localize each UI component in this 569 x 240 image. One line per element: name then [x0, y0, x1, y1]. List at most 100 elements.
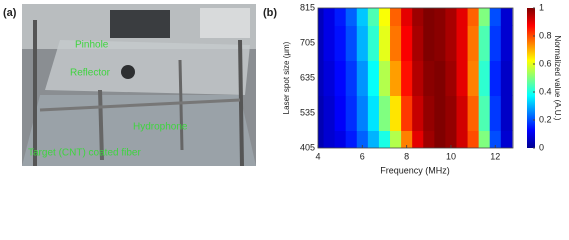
- heat-cell: [390, 8, 402, 26]
- x-tick-label: 12: [490, 151, 500, 161]
- heat-cell: [478, 8, 491, 26]
- heat-cell: [500, 8, 513, 26]
- heat-cell: [500, 130, 513, 148]
- heat-cell: [434, 60, 446, 96]
- heat-cell: [412, 95, 424, 131]
- heat-cell: [434, 95, 446, 131]
- heat-cell: [412, 130, 424, 148]
- heat-cell: [467, 95, 480, 131]
- y-tick-label: 635: [300, 72, 315, 82]
- heat-cell: [478, 25, 491, 61]
- heat-cell: [478, 130, 491, 148]
- heat-cell: [390, 25, 402, 61]
- panel-label: (a): [3, 7, 17, 19]
- photo-label: Hydrophone: [133, 122, 188, 133]
- heat-cell: [489, 8, 502, 26]
- heat-cell: [401, 25, 413, 61]
- heat-cell: [345, 8, 358, 26]
- heat-cell: [334, 130, 347, 148]
- y-tick-label: 405: [300, 142, 315, 152]
- colorbar-tick-label: 0.2: [539, 114, 552, 124]
- heat-cell: [378, 25, 391, 61]
- heat-cell: [467, 130, 480, 148]
- heat-cell: [367, 8, 380, 26]
- heat-cell: [478, 60, 491, 96]
- heat-cell: [445, 8, 457, 26]
- x-tick-label: 8: [404, 151, 409, 161]
- heat-cell: [367, 130, 380, 148]
- heat-cell: [378, 130, 391, 148]
- heat-cell: [423, 60, 435, 96]
- heat-cell: [367, 95, 380, 131]
- x-axis-label: Frequency (MHz): [380, 165, 450, 175]
- heat-cell: [323, 95, 336, 131]
- heat-cell: [356, 130, 369, 148]
- heat-cell: [323, 130, 336, 148]
- heat-cell: [390, 95, 402, 131]
- heat-cell: [489, 60, 502, 96]
- heat-cell: [356, 8, 369, 26]
- heat-cell: [456, 8, 469, 26]
- photo-label: Pinhole: [75, 40, 109, 51]
- colorbar-tick-label: 0.6: [539, 58, 552, 68]
- y-tick-label: 705: [300, 37, 315, 47]
- y-tick-label: 535: [300, 107, 315, 117]
- heat-cell: [334, 95, 347, 131]
- heat-cell: [445, 25, 457, 61]
- plot-frame: [317, 7, 514, 149]
- heat-cell: [367, 25, 380, 61]
- heat-cell: [467, 60, 480, 96]
- heat-cell: [445, 60, 457, 96]
- heat-cell: [401, 8, 413, 26]
- heat-cell: [412, 8, 424, 26]
- y-tick-label: 815: [300, 2, 315, 12]
- heat-cell: [367, 60, 380, 96]
- heat-cell: [345, 130, 358, 148]
- heat-cell: [390, 60, 402, 96]
- figure: (a) (b) Pinhole Reflector Hydrophone Tar…: [3, 2, 562, 175]
- heat-cell: [401, 60, 413, 96]
- heat-cell: [423, 8, 435, 26]
- heat-cell: [401, 95, 413, 131]
- heat-cell: [434, 130, 446, 148]
- heat-cell: [378, 8, 391, 26]
- heat-cell: [423, 95, 435, 131]
- y-axis-label: Laser spot size (μm): [282, 41, 291, 114]
- panel-label: (b): [263, 7, 277, 19]
- heat-cell: [467, 25, 480, 61]
- heat-cell: [445, 130, 457, 148]
- heat-cell: [478, 95, 491, 131]
- x-tick-label: 6: [360, 151, 365, 161]
- heat-cell: [323, 60, 336, 96]
- heat-cell: [334, 8, 347, 26]
- x-tick-label: 10: [446, 151, 456, 161]
- heat-cell: [434, 8, 446, 26]
- heat-cell: [401, 130, 413, 148]
- heat-cell: [423, 25, 435, 61]
- colorbar-tick-label: 0: [539, 142, 544, 152]
- heat-cell: [318, 60, 325, 96]
- heat-cell: [318, 8, 325, 26]
- heatmap: [318, 8, 513, 148]
- photo: [22, 4, 256, 167]
- photo-label: Reflector: [70, 68, 111, 79]
- photo-label: Target (CNT) coated fiber: [28, 148, 141, 159]
- heat-cell: [318, 25, 325, 61]
- heat-cell: [456, 25, 469, 61]
- colorbar: [527, 8, 535, 148]
- colorbar-tick-label: 0.4: [539, 86, 552, 96]
- heat-cell: [318, 130, 325, 148]
- heat-cell: [489, 25, 502, 61]
- heat-cell: [334, 25, 347, 61]
- heat-cell: [412, 25, 424, 61]
- heat-cell: [378, 95, 391, 131]
- heat-cell: [434, 25, 446, 61]
- heat-cell: [445, 95, 457, 131]
- colorbar-tick-label: 0.8: [539, 30, 552, 40]
- heat-cell: [412, 60, 424, 96]
- heat-cell: [345, 60, 358, 96]
- colorbar-label: Normalized value (A.U.): [553, 36, 562, 121]
- heat-cell: [378, 60, 391, 96]
- heat-cell: [318, 95, 325, 131]
- heat-cell: [500, 95, 513, 131]
